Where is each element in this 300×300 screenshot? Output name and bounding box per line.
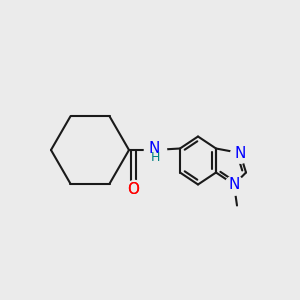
Text: N: N	[149, 141, 160, 156]
Text: N: N	[228, 177, 240, 192]
Text: O: O	[128, 182, 140, 196]
Text: O: O	[128, 182, 140, 196]
Text: N: N	[234, 146, 246, 160]
Text: H: H	[150, 151, 160, 164]
